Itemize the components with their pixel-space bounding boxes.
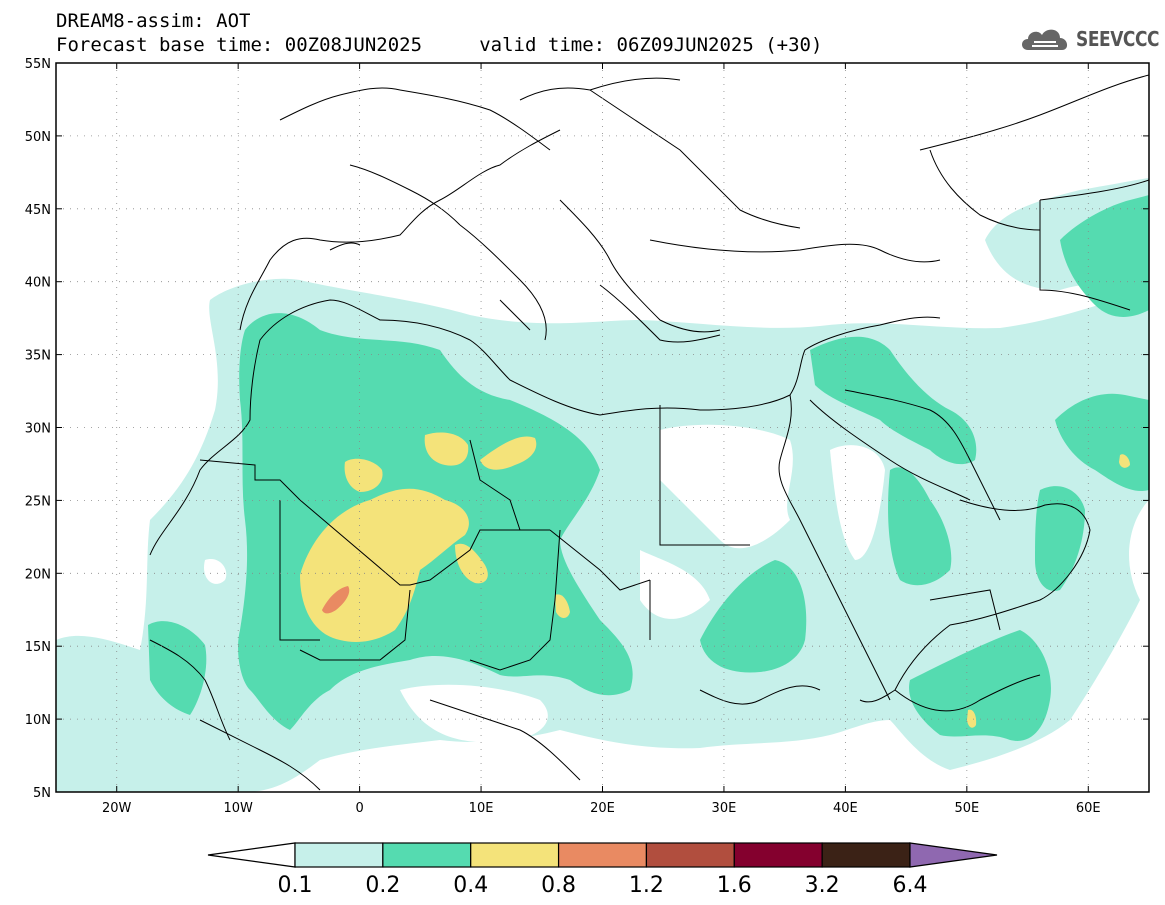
colorbar-segment <box>733 842 823 868</box>
lat-tick-label: 35N <box>25 349 51 364</box>
colorbar-segment <box>557 842 648 868</box>
colorbar-segment <box>821 842 911 868</box>
lon-tick-label: 20W <box>102 801 132 816</box>
lat-tick-label: 45N <box>25 203 51 218</box>
colorbar-segment <box>645 842 735 868</box>
lon-tick-label: 10E <box>469 801 494 816</box>
map-title: DREAM8-assim: AOT <box>56 10 251 32</box>
aot-contours <box>56 74 1149 792</box>
colorbar-label: 1.6 <box>717 873 752 898</box>
contour-level-0.2 <box>909 630 1051 741</box>
contour-level-0.2 <box>1060 195 1149 317</box>
colorbar-label: 0.2 <box>365 873 400 898</box>
cloud-icon <box>1022 29 1068 50</box>
colorbar: 0.1 0.2 0.4 0.8 1.2 1.6 3.2 6.4 <box>207 842 998 898</box>
country-borders <box>149 74 1149 791</box>
contour-level-0.2 <box>810 336 977 465</box>
contour-level-0.2 <box>1035 486 1085 591</box>
lon-tick-label: 30E <box>712 801 737 816</box>
contour-hole <box>640 550 710 619</box>
lon-tick-label: 50E <box>954 801 979 816</box>
contour-level-0.4 <box>480 436 537 470</box>
lon-tick-label: 0 <box>355 801 363 816</box>
colorbar-label: 3.2 <box>805 873 840 898</box>
lat-tick-label: 50N <box>25 130 51 145</box>
lon-tick-label: 10W <box>223 801 253 816</box>
colorbar-label: 0.1 <box>278 873 313 898</box>
map-subtitle: Forecast base time: 00Z08JUN2025 valid t… <box>56 34 823 56</box>
longitude-axis: 20W 10W 0 10E 20E 30E 40E 50E 60E <box>102 63 1101 816</box>
contour-level-0.2 <box>148 621 207 715</box>
contour-level-0.8 <box>322 586 350 614</box>
lat-tick-label: 40N <box>25 276 51 291</box>
logo-text: SEEVCCC <box>1076 27 1160 51</box>
contour-hole <box>830 445 885 560</box>
colorbar-label: 1.2 <box>629 873 664 898</box>
contour-hole <box>400 684 548 743</box>
lat-tick-label: 55N <box>25 57 51 72</box>
colorbar-over-arrow <box>909 842 998 868</box>
lat-tick-label: 25N <box>25 494 51 509</box>
contour-level-0.2 <box>888 467 952 586</box>
lat-tick-label: 5N <box>33 786 51 801</box>
contour-level-0.4 <box>424 432 469 466</box>
contour-level-0.4 <box>967 709 977 728</box>
graticule <box>56 63 1149 792</box>
contour-hole <box>660 424 793 549</box>
contour-level-0.4 <box>555 594 570 618</box>
colorbar-segment <box>382 842 472 868</box>
lat-tick-label: 20N <box>25 567 51 582</box>
lat-tick-label: 30N <box>25 422 51 437</box>
contour-level-0.4 <box>344 458 383 492</box>
colorbar-label: 0.4 <box>453 873 488 898</box>
colorbar-label: 6.4 <box>893 873 928 898</box>
contour-level-0.4 <box>455 543 488 584</box>
latitude-axis: 55N 50N 45N 40N 35N 30N 25N 20N 15N 10N 5N <box>25 57 1149 801</box>
colorbar-segment <box>294 842 384 868</box>
lon-tick-label: 20E <box>590 801 615 816</box>
seevccc-logo: SEEVCCC <box>1018 22 1165 56</box>
colorbar-segment <box>470 842 560 868</box>
lon-tick-label: 60E <box>1076 801 1101 816</box>
lat-tick-label: 15N <box>25 640 51 655</box>
colorbar-under-arrow <box>207 842 296 868</box>
contour-hole <box>204 559 227 584</box>
colorbar-label: 0.8 <box>541 873 576 898</box>
contour-level-0.2 <box>700 560 807 673</box>
lon-tick-label: 40E <box>833 801 858 816</box>
lat-tick-label: 10N <box>25 713 51 728</box>
contour-level-0.4 <box>1119 454 1130 468</box>
